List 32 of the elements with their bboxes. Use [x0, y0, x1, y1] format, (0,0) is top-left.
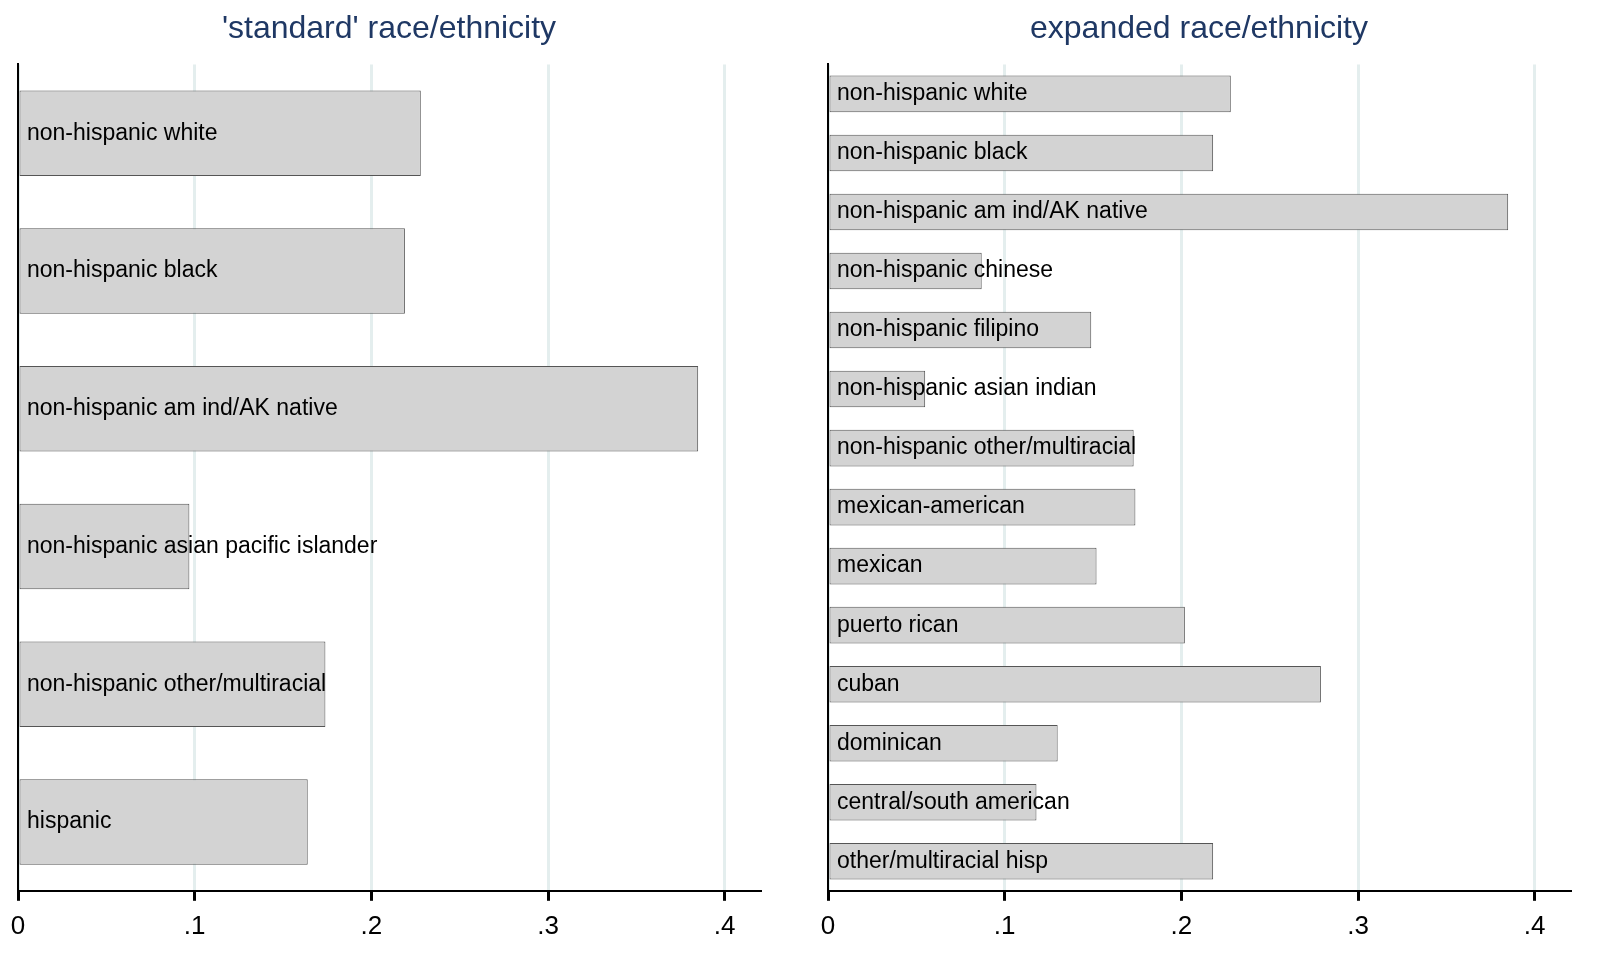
- chart-title: expanded race/ethnicity: [1030, 9, 1368, 46]
- y-tick-label: central/south american: [837, 787, 1070, 814]
- y-tick-label: hispanic: [27, 807, 112, 834]
- x-tick-label: .2: [1170, 909, 1193, 940]
- x-tick-label: .3: [1347, 909, 1369, 940]
- y-tick-label: non-hispanic am ind/AK native: [27, 394, 338, 421]
- y-tick-label: non-hispanic black: [837, 138, 1028, 165]
- y-tick-label: non-hispanic asian indian: [837, 374, 1097, 401]
- x-tick-label: .2: [360, 909, 383, 940]
- y-tick-label: non-hispanic asian pacific islander: [27, 531, 378, 558]
- y-tick-label: cuban: [837, 669, 900, 696]
- chart-title: 'standard' race/ethnicity: [221, 9, 557, 46]
- y-tick-label: non-hispanic other/multiracial: [837, 433, 1137, 460]
- y-tick-label: mexican-american: [837, 492, 1025, 519]
- y-tick-label: non-hispanic chinese: [837, 256, 1054, 283]
- y-tick-label: puerto rican: [837, 610, 959, 637]
- y-tick-label: non-hispanic filipino: [837, 315, 1040, 342]
- y-tick-label: other/multiracial hisp: [837, 846, 1048, 873]
- x-tick-label: 0: [10, 909, 26, 940]
- x-tick-label: .1: [183, 909, 206, 940]
- y-tick-label: non-hispanic black: [27, 256, 218, 283]
- y-tick-label: non-hispanic am ind/AK native: [837, 197, 1148, 224]
- y-tick-label: non-hispanic other/multiracial: [27, 669, 327, 696]
- x-tick-label: .3: [537, 909, 559, 940]
- x-tick-label: .1: [993, 909, 1016, 940]
- y-tick-label: mexican: [837, 551, 923, 578]
- y-tick-label: non-hispanic white: [837, 79, 1028, 106]
- x-tick-label: 0: [820, 909, 836, 940]
- x-tick-label: .4: [713, 909, 736, 940]
- x-tick-label: .4: [1523, 909, 1546, 940]
- y-tick-label: dominican: [837, 728, 942, 755]
- y-tick-label: non-hispanic white: [27, 118, 218, 145]
